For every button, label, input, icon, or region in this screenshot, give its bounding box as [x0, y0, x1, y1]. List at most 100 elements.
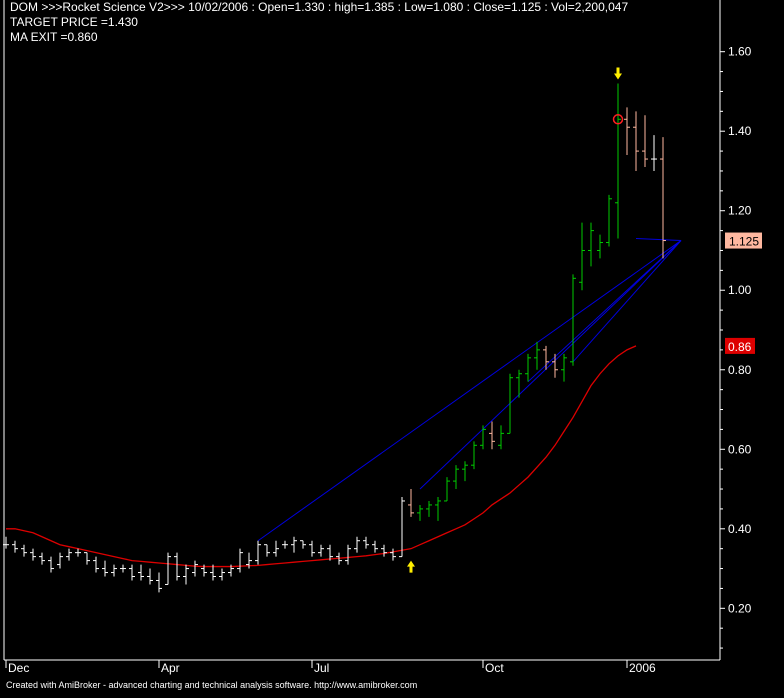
ohlc-bar — [516, 369, 522, 398]
ohlc-bar — [633, 111, 639, 171]
fan-line — [635, 238, 682, 242]
ohlc-bar — [228, 564, 234, 577]
x-tick-label: Dec — [8, 661, 29, 675]
moving-average-line — [6, 345, 637, 568]
y-tick-label: 0.20 — [728, 601, 752, 615]
x-tick-label: Apr — [161, 661, 180, 675]
footer-credit: Created with AmiBroker - advanced charti… — [6, 680, 418, 690]
ohlc-bar — [336, 552, 342, 565]
ohlc-bar — [372, 540, 378, 553]
ohlc-bar — [237, 548, 243, 573]
ohlc-bar — [93, 556, 99, 573]
ma-exit-label: MA EXIT =0.860 — [10, 30, 98, 44]
target-price-label: TARGET PRICE =1.430 — [10, 15, 138, 29]
ohlc-bar — [111, 564, 117, 577]
ohlc-bars — [3, 83, 666, 593]
fan-line — [572, 240, 682, 363]
ohlc-bar — [390, 548, 396, 561]
ohlc-bar — [174, 552, 180, 581]
ohlc-bar — [21, 544, 27, 557]
ohlc-bar — [606, 194, 612, 247]
x-tick-label: 2006 — [629, 661, 656, 675]
ohlc-bar — [435, 496, 441, 521]
ohlc-bar — [561, 353, 567, 382]
fan-line — [527, 240, 682, 383]
ohlc-bar — [201, 564, 207, 577]
ohlc-bar — [624, 107, 630, 156]
ohlc-bar — [417, 504, 423, 521]
ohlc-bar — [30, 548, 36, 561]
y-tick-label: 0.80 — [728, 363, 752, 377]
ohlc-bar — [579, 222, 585, 291]
ohlc-bar — [219, 568, 225, 581]
ohlc-bar — [462, 461, 468, 482]
ohlc-bar — [129, 564, 135, 581]
ohlc-bar — [57, 552, 63, 569]
ohlc-bar — [102, 560, 108, 577]
ma-badge-label: 0.86 — [728, 340, 752, 354]
y-tick-label: 1.60 — [728, 45, 752, 59]
y-tick-label: 1.20 — [728, 204, 752, 218]
ohlc-bar — [525, 353, 531, 382]
last-close-badge — [725, 232, 762, 249]
fan-lines — [257, 238, 682, 542]
ohlc-bar — [183, 564, 189, 585]
y-tick-label: 1.00 — [728, 283, 752, 297]
ohlc-bar — [138, 564, 144, 581]
ohlc-bar — [354, 536, 360, 553]
ohlc-bar — [246, 552, 252, 569]
ohlc-bar — [552, 353, 558, 378]
ohlc-bar — [165, 552, 171, 585]
ohlc-bar — [363, 536, 369, 549]
fan-line — [257, 240, 682, 542]
ohlc-bar — [597, 234, 603, 259]
ohlc-bar — [570, 274, 576, 366]
ohlc-bar — [156, 572, 162, 593]
ohlc-bar — [210, 564, 216, 581]
fan-line — [419, 240, 682, 490]
ohlc-bar — [120, 564, 126, 573]
ohlc-bar — [615, 83, 621, 239]
last-close-label: 1.125 — [729, 235, 759, 249]
ohlc-bar — [273, 540, 279, 557]
ohlc-bar — [507, 373, 513, 434]
ohlc-bar — [543, 345, 549, 370]
y-tick-label: 0.40 — [728, 522, 752, 536]
ohlc-bar — [588, 222, 594, 267]
signal-markers — [407, 67, 624, 573]
ohlc-bar — [309, 540, 315, 557]
ohlc-bar — [345, 544, 351, 565]
ohlc-bar — [75, 548, 81, 557]
ohlc-bar — [426, 500, 432, 517]
target-circle — [612, 114, 624, 125]
ohlc-bar — [264, 544, 270, 557]
ohlc-bar — [498, 425, 504, 450]
ohlc-bar — [534, 341, 540, 370]
ohlc-bar — [327, 544, 333, 561]
ohlc-bar — [399, 496, 405, 558]
y-tick-label: 1.40 — [728, 124, 752, 138]
ohlc-bar — [453, 465, 459, 490]
ohlc-bar — [444, 477, 450, 502]
ohlc-bar — [300, 540, 306, 549]
ohlc-bar — [84, 552, 90, 565]
x-tick-label: Oct — [485, 661, 504, 675]
ohlc-bar — [282, 540, 288, 549]
ohlc-bar — [291, 536, 297, 553]
chart-title: DOM >>>Rocket Science V2>>> 10/02/2006 :… — [10, 0, 629, 14]
ohlc-bar — [651, 135, 657, 171]
ohlc-bar — [471, 441, 477, 470]
ohlc-bar — [48, 556, 54, 573]
ma-badge — [725, 337, 755, 354]
axes: 1.60 1.40 1.20 1.00 0.80 0.60 0.40 0.20 Dec Apr Ju… — [3, 0, 762, 675]
ohlc-bar — [255, 540, 261, 565]
sell-arrow — [614, 67, 622, 80]
ohlc-bar — [318, 544, 324, 557]
ohlc-bar — [192, 560, 198, 577]
ohlc-bar — [642, 115, 648, 167]
ohlc-bar — [381, 544, 387, 557]
ohlc-bar — [66, 548, 72, 561]
ohlc-bar — [12, 540, 18, 553]
moving-average-layer — [6, 345, 637, 568]
